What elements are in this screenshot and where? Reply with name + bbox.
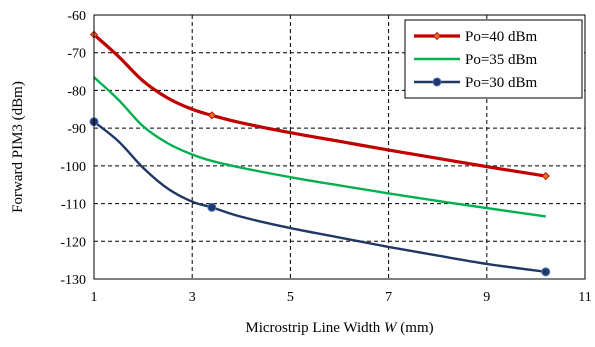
y-tick-label: -100 — [60, 160, 86, 175]
data-point — [541, 171, 550, 181]
x-tick-label: 1 — [91, 290, 98, 305]
legend-label: Po=40 dBm — [465, 29, 538, 45]
legend-label: Po=35 dBm — [465, 52, 538, 68]
y-tick-label: -120 — [60, 235, 86, 250]
x-axis-label: Microstrip Line Width W (mm) — [245, 320, 433, 336]
y-tick-label: -60 — [67, 9, 86, 24]
legend: Po=40 dBm Po=35 dBm Po=30 dBm — [404, 19, 583, 99]
legend-item: Po=35 dBm — [414, 52, 538, 68]
plot-frame — [93, 14, 586, 280]
y-tick-labels: -60 -70 -80 -90 -100 -110 -120 -130 — [60, 9, 86, 288]
legend-item: Po=30 dBm — [414, 75, 538, 91]
series-2 — [93, 76, 546, 218]
series-line — [93, 76, 546, 218]
y-tick-label: -110 — [61, 198, 86, 213]
x-tick-label: 7 — [385, 290, 392, 305]
series-3 — [89, 117, 551, 277]
x-tick-labels: 1 3 5 7 9 11 — [91, 290, 592, 305]
x-axis-label-text: Microstrip Line Width — [245, 320, 384, 336]
series-line — [93, 120, 546, 274]
x-tick-label: 11 — [578, 290, 591, 305]
y-tick-label: -90 — [67, 122, 86, 137]
y-tick-label: -130 — [60, 273, 86, 288]
y-tick-label: -70 — [67, 47, 86, 62]
series-1 — [89, 30, 550, 181]
data-point — [541, 267, 551, 277]
y-tick-label: -80 — [67, 84, 86, 99]
x-axis-label-unit: (mm) — [397, 320, 434, 336]
legend-item: Po=40 dBm — [414, 29, 538, 45]
data-point — [207, 202, 217, 212]
series-line — [92, 33, 546, 178]
legend-label: Po=30 dBm — [465, 75, 538, 91]
data-point — [207, 111, 216, 120]
series-layer — [89, 30, 551, 277]
x-tick-label: 9 — [483, 290, 490, 305]
x-axis-label-variable: W — [384, 320, 398, 336]
x-tick-label: 5 — [287, 290, 294, 305]
x-tick-label: 3 — [189, 290, 196, 305]
legend-marker — [432, 77, 442, 87]
legend-marker — [432, 31, 442, 41]
y-axis-label: Forward PIM3 (dBm) — [10, 81, 26, 213]
